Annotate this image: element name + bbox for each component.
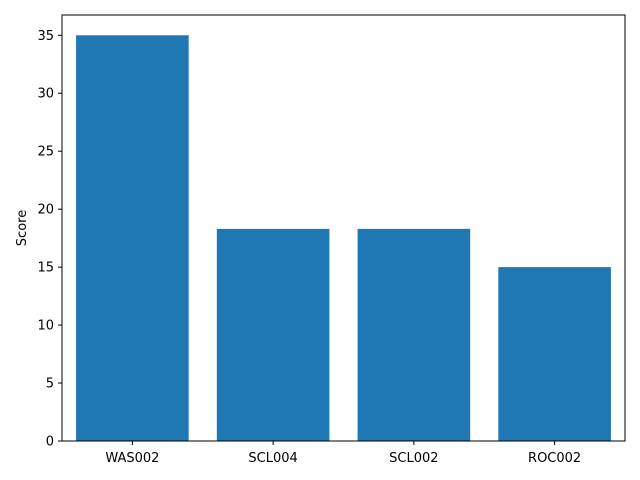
y-axis-label: Score <box>15 210 30 246</box>
x-axis-ticks: WAS002 SCL004 SCL002 ROC002 <box>105 441 581 466</box>
plot-frame <box>61 14 626 442</box>
x-tick-label: WAS002 <box>105 451 159 466</box>
y-tick-label: 25 <box>37 145 54 160</box>
x-tick-label: SCL002 <box>389 451 438 466</box>
bar-was002 <box>76 35 189 441</box>
x-tick-label: SCL004 <box>248 451 297 466</box>
y-tick-label: 15 <box>37 261 54 276</box>
bar-roc002 <box>498 267 611 441</box>
y-tick-label: 20 <box>37 203 54 218</box>
y-tick-label: 5 <box>46 377 54 392</box>
bar-scl004 <box>216 228 330 441</box>
x-tick-label: ROC002 <box>528 451 581 466</box>
y-tick-label: 30 <box>37 87 54 102</box>
bar-scl002 <box>357 228 471 441</box>
y-axis-ticks: 0 5 10 15 20 25 30 35 <box>37 29 62 450</box>
y-tick-label: 0 <box>46 435 54 450</box>
y-tick-label: 10 <box>37 319 54 334</box>
y-tick-label: 35 <box>37 29 54 44</box>
bars-group <box>76 35 611 441</box>
